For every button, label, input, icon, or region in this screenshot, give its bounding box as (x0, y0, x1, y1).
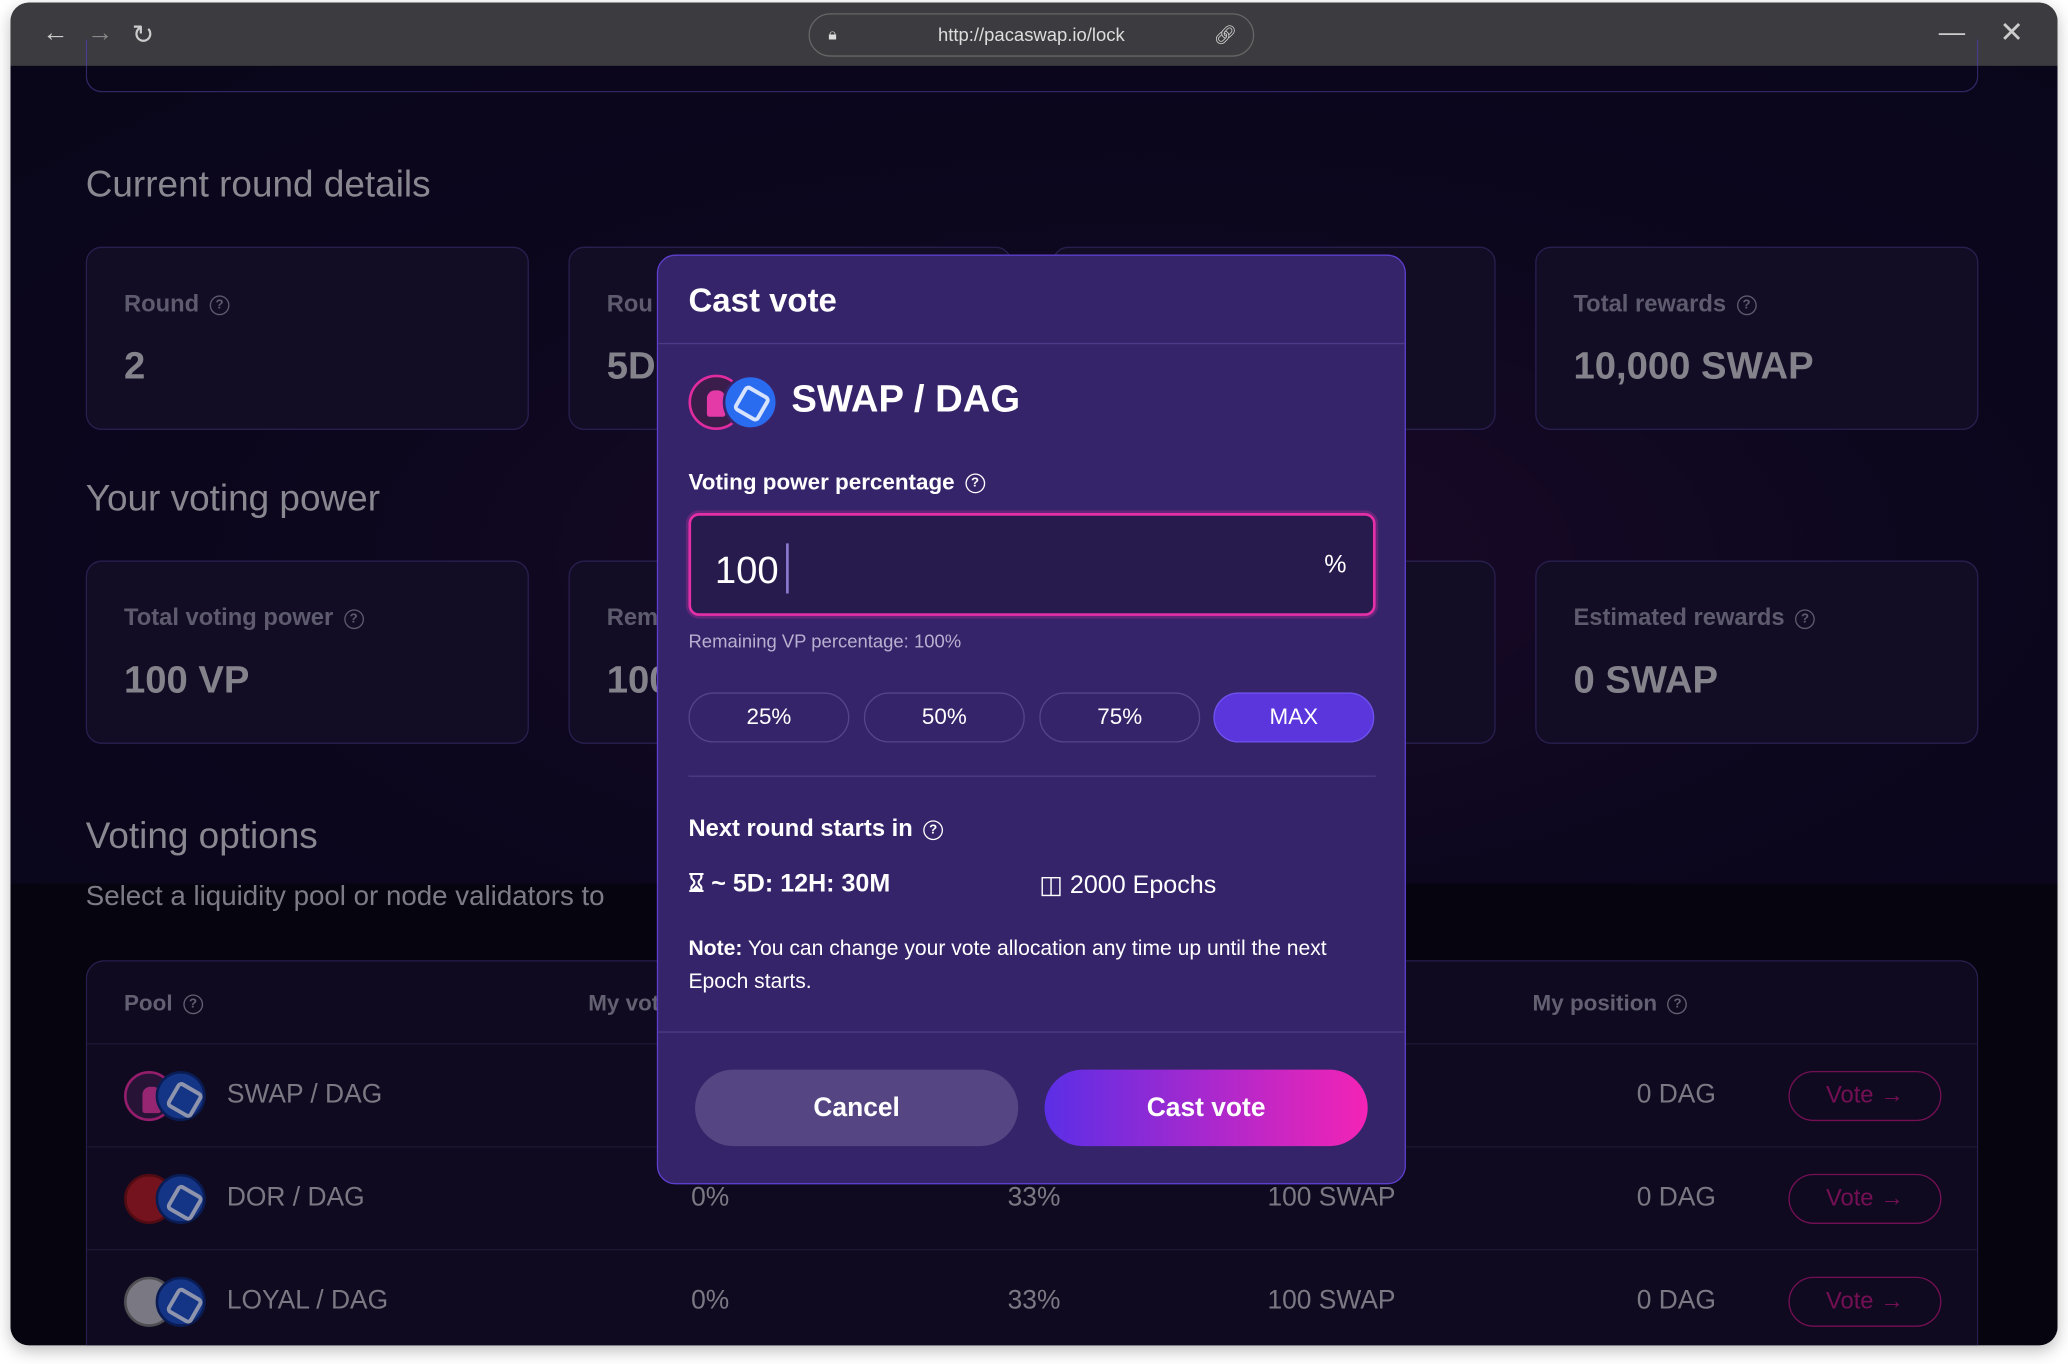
pair-icon (123, 1070, 208, 1124)
vote-label: Vote (1825, 1081, 1874, 1108)
table-row: LOYAL / DAG 0% 33% 100 SWAP 0 DAG Vote → (87, 1248, 1978, 1345)
help-icon[interactable]: ? (1667, 994, 1688, 1015)
epochs: 2000 Epochs (1069, 871, 1217, 900)
cast-vote-button[interactable]: Cast vote (1044, 1069, 1368, 1147)
cast-vote-modal: Cast vote SWAP / DAG Voting power percen… (656, 254, 1406, 1185)
countdown: ~ 5D: 12H: 30M (711, 870, 891, 899)
next-round-label: Next round starts in (688, 815, 913, 842)
note-text: You can change your vote allocation any … (688, 937, 1327, 994)
card-total-rewards: Total rewards? 10,000 SWAP (1535, 246, 1979, 430)
title-bar: ← → ↻ 🔒︎ http://pacaswap.io/lock 🔗︎ — ✕ (10, 2, 2058, 66)
remaining-vp: Remaining VP percentage: 100% (688, 630, 962, 652)
pair-name: SWAP / DAG (791, 378, 1021, 421)
options-heading: Voting options (85, 815, 318, 856)
round-heading: Current round details (85, 163, 431, 205)
help-icon[interactable]: ? (183, 994, 203, 1015)
pair-icon (688, 374, 779, 430)
help-icon[interactable]: ? (1795, 609, 1815, 630)
vote-label: Vote (1825, 1184, 1874, 1211)
pool-name: SWAP / DAG (226, 1080, 383, 1110)
help-icon[interactable]: ? (343, 609, 364, 630)
card-value: 5D (606, 345, 656, 388)
help-icon[interactable]: ? (923, 820, 944, 841)
position: 0 DAG (1636, 1080, 1716, 1110)
power-heading: Your voting power (85, 477, 381, 519)
card-value: 2 (123, 345, 146, 388)
page-content: Current round details Round? 2 Rou 5D Tota… (10, 39, 2058, 1346)
share: 33% (1007, 1285, 1061, 1315)
epoch-icon: ◫ (1039, 871, 1063, 900)
browser-window: ← → ↻ 🔒︎ http://pacaswap.io/lock 🔗︎ — ✕ … (10, 2, 2058, 1346)
card-round: Round? 2 (85, 246, 529, 430)
note: Note: You can change your vote allocatio… (688, 932, 1361, 998)
arrow-right-icon: → (1880, 1081, 1904, 1108)
url-text: http://pacaswap.io/lock (937, 23, 1125, 45)
divider (658, 1031, 1405, 1033)
card-label: Estimated rewards (1573, 604, 1785, 631)
card-value: 0 SWAP (1573, 659, 1718, 702)
rewards: 100 SWAP (1267, 1285, 1396, 1315)
options-subtitle: Select a liquidity pool or node validato… (85, 881, 605, 912)
voting-power-label: Voting power percentage (688, 469, 955, 495)
vote-button[interactable]: Vote → (1788, 1276, 1942, 1327)
preset-25-button[interactable]: 25% (688, 692, 850, 743)
hourglass-icon: ⌛︎ (688, 870, 705, 899)
address-bar[interactable]: 🔒︎ http://pacaswap.io/lock 🔗︎ (808, 13, 1255, 57)
card-label: Rou (606, 290, 653, 317)
card-value: 100 VP (123, 659, 250, 702)
reload-icon[interactable]: ↻ (131, 21, 155, 51)
input-value: 100 (714, 549, 779, 593)
note-label: Note: (688, 937, 743, 961)
card-estimated-rewards: Estimated rewards? 0 SWAP (1535, 560, 1979, 744)
card-total-voting-power: Total voting power? 100 VP (85, 560, 529, 744)
close-icon[interactable]: ✕ (1999, 15, 2024, 49)
my-vote: 0% (691, 1285, 730, 1315)
back-icon[interactable]: ← (42, 18, 69, 48)
card-label: Round (123, 290, 200, 317)
card-label: Total voting power (123, 604, 334, 631)
minimize-icon[interactable]: — (1938, 18, 1966, 48)
card-label: Rem (606, 604, 659, 631)
pair-icon (123, 1173, 208, 1227)
pair-icon (123, 1276, 208, 1330)
divider (688, 775, 1376, 777)
my-vote: 0% (691, 1183, 730, 1213)
cancel-button[interactable]: Cancel (695, 1069, 1019, 1147)
vote-label: Vote (1825, 1287, 1874, 1314)
link-icon[interactable]: 🔗︎ (1213, 23, 1238, 45)
text-caret (786, 543, 789, 594)
card-label: Total rewards (1573, 290, 1727, 317)
position: 0 DAG (1636, 1183, 1716, 1213)
dag-token-icon (155, 1276, 206, 1327)
percent-unit: % (1324, 551, 1347, 579)
preset-75-button[interactable]: 75% (1039, 692, 1201, 743)
lock-icon: 🔒︎ (828, 25, 837, 44)
dag-token-icon (722, 374, 779, 430)
modal-title: Cast vote (688, 282, 837, 320)
header-pool: Pool (123, 990, 173, 1016)
header-my-vote: My vot (588, 990, 660, 1016)
preset-max-button[interactable]: MAX (1213, 692, 1375, 743)
share: 33% (1007, 1183, 1061, 1213)
divider (658, 342, 1405, 345)
pool-name: DOR / DAG (226, 1183, 365, 1213)
table-row: SWAP / DAG 0 DAG Vote → (87, 1043, 1978, 1146)
rewards: 100 SWAP (1267, 1183, 1396, 1213)
help-icon[interactable]: ? (209, 295, 230, 316)
header-my-position: My position (1532, 990, 1658, 1016)
pool-name: LOYAL / DAG (226, 1285, 389, 1315)
card-value: 10,000 SWAP (1573, 345, 1814, 388)
help-icon[interactable]: ? (1736, 295, 1757, 316)
dag-token-icon (155, 1070, 206, 1122)
help-icon[interactable]: ? (965, 473, 985, 494)
position: 0 DAG (1636, 1285, 1716, 1315)
vote-button[interactable]: Vote → (1788, 1173, 1942, 1224)
preset-50-button[interactable]: 50% (863, 692, 1025, 743)
dag-token-icon (155, 1173, 206, 1224)
arrow-right-icon: → (1880, 1287, 1904, 1314)
voting-power-input[interactable]: 100 % (688, 513, 1376, 616)
arrow-right-icon: → (1880, 1184, 1904, 1211)
vote-button[interactable]: Vote → (1788, 1070, 1942, 1122)
top-card (85, 39, 1979, 93)
